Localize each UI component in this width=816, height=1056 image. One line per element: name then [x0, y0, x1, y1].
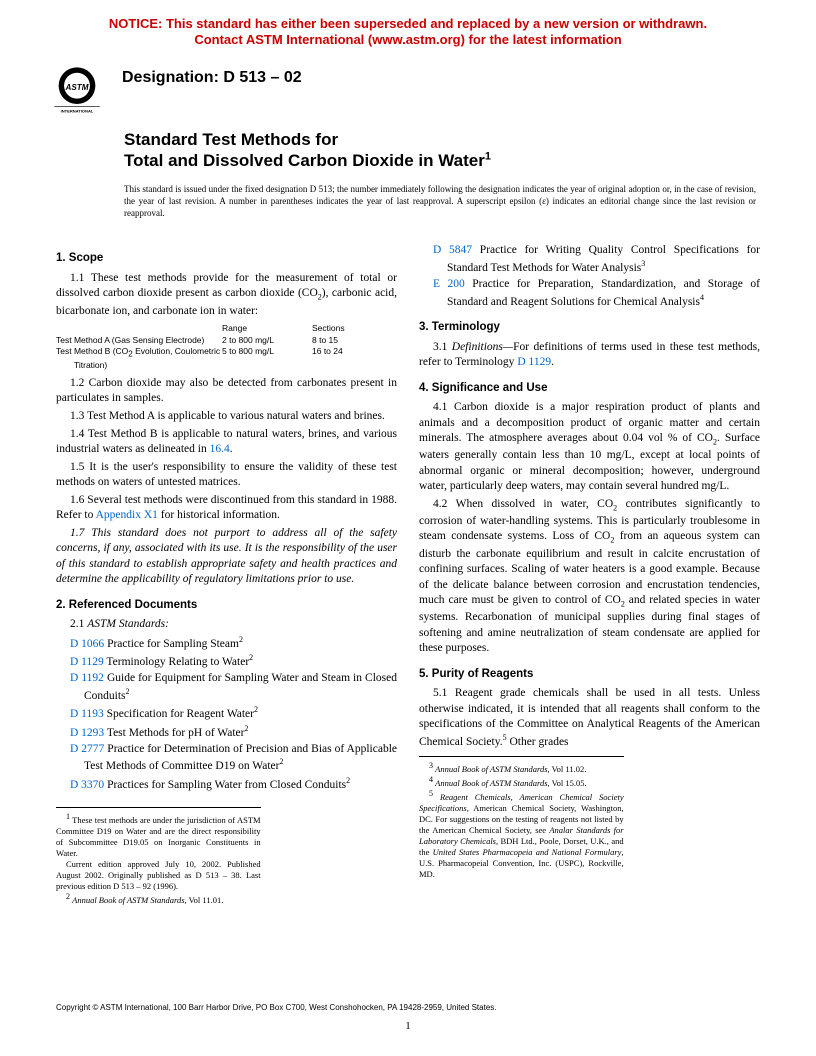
sec1-6: 1.6 Several test methods were discontinu…: [56, 493, 397, 524]
tbl-r2c2: 5 to 800 mg/L: [222, 346, 312, 360]
ref-item: D 5847 Practice for Writing Quality Cont…: [447, 243, 760, 276]
title-line1: Standard Test Methods for: [124, 129, 756, 150]
ref-item: D 1293 Test Methods for pH of Water2: [84, 724, 397, 741]
ref-item: D 3370 Practices for Sampling Water from…: [84, 776, 397, 793]
ref-item: D 1192 Guide for Equipment for Sampling …: [84, 671, 397, 704]
ref-code[interactable]: D 1129: [70, 656, 104, 668]
sec2-1: 2.1 ASTM Standards:: [56, 617, 397, 633]
tbl-h2: Range: [222, 323, 312, 334]
sec4-2: 4.2 When dissolved in water, CO2 contrib…: [419, 497, 760, 657]
notice-line1: NOTICE: This standard has either been su…: [109, 16, 707, 31]
ref-item: D 1193 Specification for Reagent Water2: [84, 705, 397, 722]
link-16-4[interactable]: 16.4: [210, 443, 230, 455]
sec1-1: 1.1 These test methods provide for the m…: [56, 271, 397, 319]
header: ASTM INTERNATIONAL Designation: D 513 – …: [0, 53, 816, 117]
ref-item: D 2777 Practice for Determination of Pre…: [84, 742, 397, 775]
tbl-r1c1: Test Method A (Gas Sensing Electrode): [56, 335, 222, 346]
sec2-head: 2. Referenced Documents: [56, 598, 397, 614]
svg-text:ASTM: ASTM: [65, 83, 89, 92]
svg-text:INTERNATIONAL: INTERNATIONAL: [61, 108, 94, 113]
title-line2: Total and Dissolved Carbon Dioxide in Wa…: [124, 151, 485, 170]
methods-table: Range Sections Test Method A (Gas Sensin…: [56, 323, 397, 372]
tbl-r2c1: Test Method B (CO2 Evolution, Coulometri…: [56, 346, 222, 360]
ref-list-right: D 5847 Practice for Writing Quality Cont…: [419, 243, 760, 310]
link-appendix-x1[interactable]: Appendix X1: [96, 509, 158, 521]
right-column: D 5847 Practice for Writing Quality Cont…: [419, 241, 760, 906]
body-columns: 1. Scope 1.1 These test methods provide …: [0, 219, 816, 906]
ref-code[interactable]: D 1066: [70, 638, 104, 650]
ref-code[interactable]: D 1193: [70, 708, 104, 720]
tbl-r1c2: 2 to 800 mg/L: [222, 335, 312, 346]
ref-code[interactable]: D 2777: [70, 743, 104, 755]
designation: Designation: D 513 – 02: [122, 69, 302, 87]
sec5-1: 5.1 Reagent grade chemicals shall be use…: [419, 686, 760, 750]
tbl-r2c1c: Titration): [56, 360, 222, 371]
ref-item: D 1129 Terminology Relating to Water2: [84, 653, 397, 670]
sec1-5: 1.5 It is the user's responsibility to e…: [56, 460, 397, 491]
sec1-7: 1.7 This standard does not purport to ad…: [56, 526, 397, 588]
ref-code[interactable]: D 1293: [70, 726, 104, 738]
sec1-head: 1. Scope: [56, 251, 397, 267]
left-column: 1. Scope 1.1 These test methods provide …: [56, 241, 397, 906]
title-sup: 1: [485, 150, 491, 162]
ref-item: E 200 Practice for Preparation, Standard…: [447, 277, 760, 310]
tbl-h3: Sections: [312, 323, 372, 334]
sec1-2: 1.2 Carbon dioxide may also be detected …: [56, 376, 397, 407]
sec5-head: 5. Purity of Reagents: [419, 667, 760, 683]
ref-code[interactable]: D 3370: [70, 779, 104, 791]
copyright: Copyright © ASTM International, 100 Barr…: [56, 1003, 760, 1012]
notice-line2: Contact ASTM International (www.astm.org…: [194, 32, 621, 47]
sec4-head: 4. Significance and Use: [419, 381, 760, 397]
sec3-head: 3. Terminology: [419, 320, 760, 336]
page-number: 1: [0, 1020, 816, 1032]
ref-code[interactable]: D 5847: [433, 244, 472, 256]
notice-banner: NOTICE: This standard has either been su…: [0, 0, 816, 53]
footnotes-left: 1 These test methods are under the juris…: [56, 807, 261, 906]
ref-list-left: D 1066 Practice for Sampling Steam2 D 11…: [56, 635, 397, 793]
footnotes-right: 3 Annual Book of ASTM Standards, Vol 11.…: [419, 756, 624, 880]
sec1-3: 1.3 Test Method A is applicable to vario…: [56, 409, 397, 425]
sec3-1: 3.1 Definitions—For definitions of terms…: [419, 340, 760, 371]
ref-code[interactable]: E 200: [433, 278, 465, 290]
tbl-r1c3: 8 to 15: [312, 335, 372, 346]
ref-item: D 1066 Practice for Sampling Steam2: [84, 635, 397, 652]
intro-note: This standard is issued under the fixed …: [0, 177, 816, 219]
tbl-r2c3: 16 to 24: [312, 346, 372, 360]
sec4-1: 4.1 Carbon dioxide is a major respiratio…: [419, 400, 760, 495]
title-block: Standard Test Methods for Total and Diss…: [0, 117, 816, 178]
ref-code[interactable]: D 1192: [70, 672, 104, 684]
astm-logo-icon: ASTM INTERNATIONAL: [50, 63, 104, 117]
link-d1129[interactable]: D 1129: [517, 356, 551, 368]
sec1-4: 1.4 Test Method B is applicable to natur…: [56, 427, 397, 458]
